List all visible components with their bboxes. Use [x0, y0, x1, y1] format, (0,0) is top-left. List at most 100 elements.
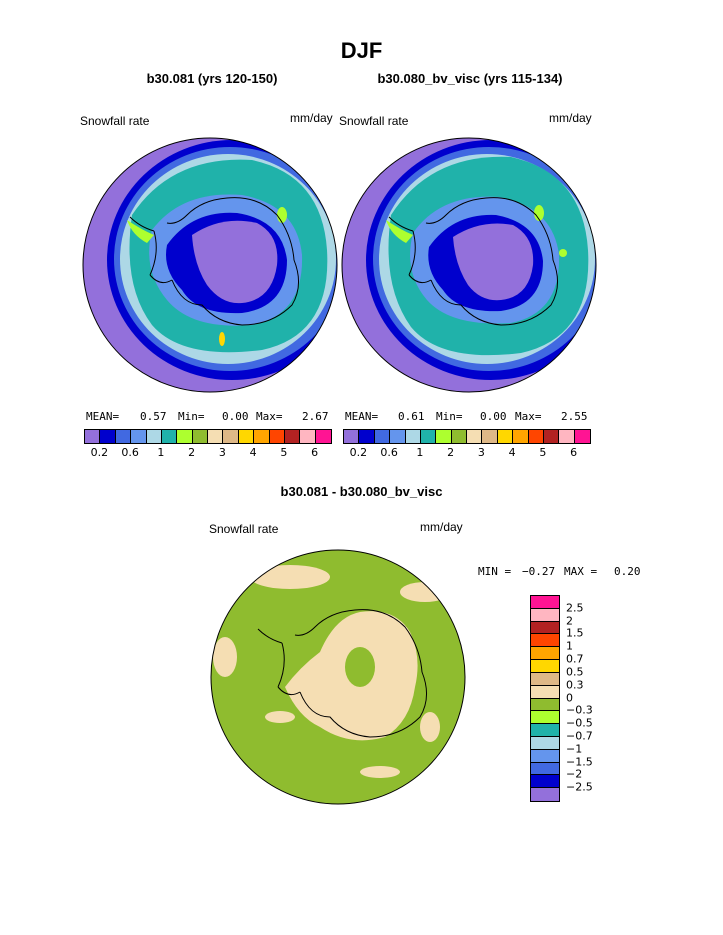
colorbar-swatch: [531, 762, 559, 776]
panel-2-title: b30.080_bv_visc (yrs 115-134): [377, 71, 563, 86]
colorbar-swatch: [177, 430, 193, 443]
colorbar-tick-label: −1.5: [566, 755, 593, 769]
panel-2-field-label: Snowfall rate: [339, 114, 409, 128]
colorbar-tick-label: 0.2: [90, 446, 109, 459]
colorbar-swatch: [436, 430, 452, 443]
colorbar-swatch: [531, 724, 559, 737]
panel-1-polar-map: [82, 137, 338, 393]
colorbar-swatch: [115, 430, 132, 443]
colorbar-tick-label: −2: [566, 767, 583, 781]
panel-1-title: b30.081 (yrs 120-150): [146, 71, 278, 86]
colorbar-tick-label: 4: [508, 446, 516, 459]
diff-max-label: MAX =: [564, 565, 598, 578]
colorbar-tick-label: 0.7: [566, 652, 584, 666]
colorbar-tick-label: 5: [280, 446, 288, 459]
diff-min-value: −0.27: [522, 565, 556, 578]
colorbar-swatch: [374, 430, 391, 443]
colorbar-swatch: [531, 608, 559, 622]
panel-1-mean-label: MEAN=: [86, 410, 120, 423]
colorbar-swatch: [531, 775, 559, 789]
colorbar-swatch: [344, 430, 360, 443]
diff-units: mm/day: [420, 520, 463, 534]
colorbar-swatch: [85, 430, 101, 443]
colorbar-tick-label: −0.5: [566, 716, 593, 730]
colorbar-tick-label: 0.6: [121, 446, 139, 459]
panel-1-units: mm/day: [290, 111, 333, 125]
panel-2-polar-map: [341, 137, 597, 393]
panel-1-colorbar: [84, 429, 332, 444]
panel-1-mean-value: 0.57: [140, 410, 167, 423]
colorbar-swatch: [359, 430, 375, 443]
diff-field-label: Snowfall rate: [209, 522, 279, 536]
colorbar-swatch: [531, 749, 559, 763]
colorbar-tick-label: −0.3: [566, 703, 593, 717]
colorbar-tick-label: 1.5: [566, 626, 584, 640]
colorbar-tick-label: 3: [218, 446, 226, 459]
colorbar-swatch: [528, 430, 544, 443]
colorbar-swatch: [531, 685, 559, 699]
colorbar-tick-label: −0.7: [566, 729, 593, 743]
colorbar-swatch: [574, 430, 590, 443]
colorbar-tick-label: 6: [570, 446, 578, 459]
panel-2-mean-value: 0.61: [398, 410, 425, 423]
panel-1-max-value: 2.67: [302, 410, 329, 423]
colorbar-swatch: [559, 430, 575, 443]
colorbar-tick-label: 0.6: [380, 446, 398, 459]
colorbar-swatch: [100, 430, 116, 443]
panel-2-colorbar-ticks: 0.2 0.6 1 2 3 4 5 6: [343, 446, 589, 460]
colorbar-swatch: [238, 430, 255, 443]
panel-1-colorbar-ticks: 0.2 0.6 1 2 3 4 5 6: [84, 446, 330, 460]
colorbar-tick-label: 2: [447, 446, 455, 459]
colorbar-tick-label: 0.5: [566, 665, 584, 679]
colorbar-swatch: [531, 736, 559, 750]
colorbar-swatch: [513, 430, 529, 443]
panel-2-mean-label: MEAN=: [345, 410, 379, 423]
page-title: DJF: [340, 38, 383, 63]
panel-2-max-value: 2.55: [561, 410, 588, 423]
colorbar-swatch: [405, 430, 421, 443]
colorbar-swatch: [531, 621, 559, 635]
colorbar-swatch: [531, 698, 559, 712]
colorbar-swatch: [497, 430, 514, 443]
colorbar-swatch: [531, 647, 559, 661]
colorbar-tick-label: 0.2: [349, 446, 368, 459]
colorbar-swatch: [269, 430, 285, 443]
colorbar-swatch: [531, 596, 559, 609]
panel-1-min-value: 0.00: [222, 410, 249, 423]
panel-1-max-label: Max=: [256, 410, 283, 423]
panel-2-min-label: Min=: [436, 410, 463, 423]
colorbar-swatch: [208, 430, 224, 443]
panel-2-units: mm/day: [549, 111, 592, 125]
colorbar-swatch: [531, 672, 559, 686]
colorbar-tick-label: −1: [566, 742, 583, 756]
colorbar-tick-label: −2.5: [566, 780, 593, 794]
colorbar-swatch: [315, 430, 331, 443]
colorbar-swatch: [300, 430, 316, 443]
colorbar-tick-label: 3: [477, 446, 485, 459]
colorbar-tick-label: 5: [539, 446, 547, 459]
colorbar-swatch: [482, 430, 498, 443]
panel-2-colorbar: [343, 429, 591, 444]
diff-polar-map: [210, 549, 466, 805]
colorbar-tick-label: 2: [566, 614, 573, 628]
colorbar-swatch: [420, 430, 437, 443]
colorbar-swatch: [192, 430, 208, 443]
colorbar-swatch: [131, 430, 147, 443]
diff-min-label: MIN =: [478, 565, 512, 578]
colorbar-tick-label: 2: [188, 446, 196, 459]
colorbar-swatch: [531, 711, 559, 725]
colorbar-tick-label: 4: [249, 446, 257, 459]
diff-colorbar-ticks: 2.5 2 1.5 1 0.7 0.5 0.3 0 −0.3 −0.5 −0.7 −1 −1.5 −2 −2…: [566, 595, 606, 800]
panel-1-min-label: Min=: [178, 410, 205, 423]
colorbar-tick-label: 1: [566, 639, 573, 653]
diff-title: b30.081 - b30.080_bv_visc: [280, 484, 443, 499]
colorbar-swatch: [451, 430, 467, 443]
colorbar-swatch: [531, 634, 559, 648]
diff-colorbar: [530, 595, 560, 802]
panel-1-field-label: Snowfall rate: [80, 114, 150, 128]
colorbar-swatch: [531, 788, 559, 801]
colorbar-tick-label: 1: [157, 446, 165, 459]
colorbar-tick-label: 1: [416, 446, 424, 459]
colorbar-swatch: [467, 430, 483, 443]
colorbar-swatch: [223, 430, 239, 443]
